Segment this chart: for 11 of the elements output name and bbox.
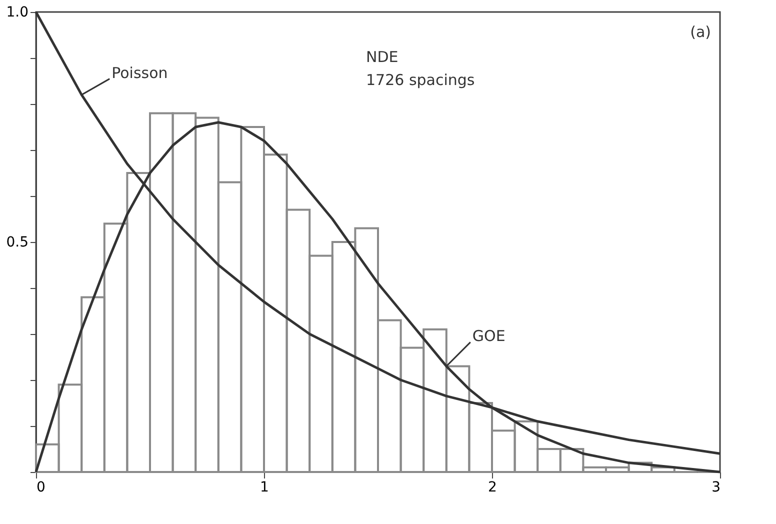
x-tick-label: 3 xyxy=(712,480,720,496)
annotation: (a) xyxy=(690,23,711,41)
text: Poisson xyxy=(112,64,168,82)
y-tick-label: 0.5 xyxy=(6,234,28,250)
x-tick-label: 1 xyxy=(260,480,269,496)
x-tick-label: 0 xyxy=(36,480,46,496)
x-tick-label: 2 xyxy=(488,480,497,496)
annotation: NDE xyxy=(366,48,398,66)
y-tick-label: 1.0 xyxy=(6,4,28,20)
annotation: 1726 spacings xyxy=(366,71,475,89)
text: GOE xyxy=(472,327,506,346)
